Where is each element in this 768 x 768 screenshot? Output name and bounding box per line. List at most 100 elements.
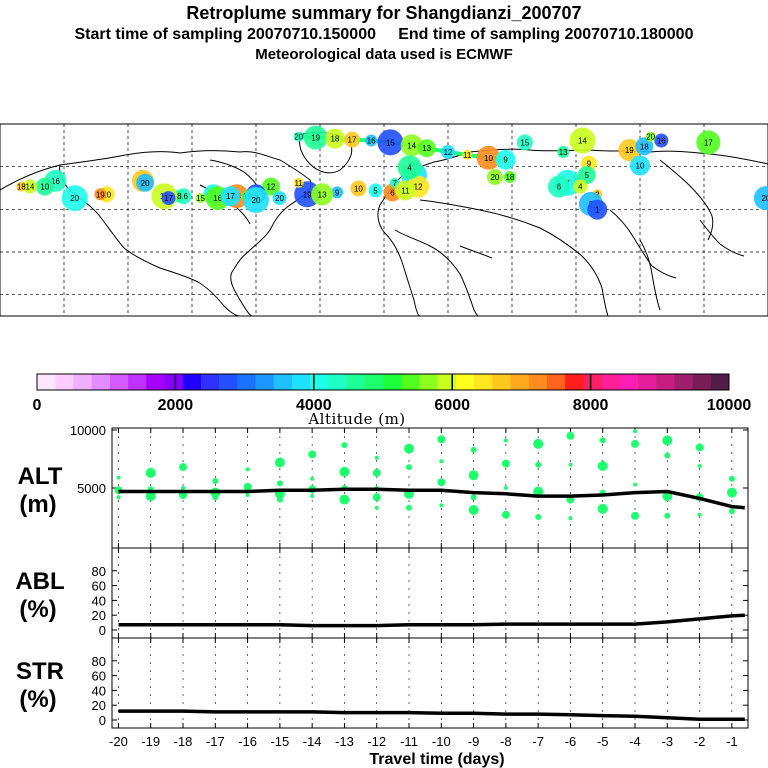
plume-day-label: 16 [213, 194, 222, 203]
plume-marker [587, 199, 608, 220]
altitude-point [243, 482, 252, 491]
colorbar-swatch [637, 374, 657, 390]
plume-day-label: 10 [484, 154, 493, 163]
y-tick-label: 80 [92, 654, 106, 669]
plume-day-label: 20 [102, 190, 111, 199]
plume-day-label: 12 [444, 148, 453, 157]
plume-day-label: 1 [595, 206, 600, 215]
str-label: STR [16, 658, 64, 685]
altitude-point [437, 435, 446, 444]
plume-day-label: 14 [25, 183, 34, 192]
colorbar-swatch [692, 374, 712, 390]
plume-day-label: 6 [557, 183, 562, 192]
plume-marker [516, 134, 533, 151]
plume-day-label: 19 [625, 146, 634, 155]
altitude-point [535, 461, 542, 468]
colorbar-swatch [182, 374, 202, 390]
x-tick-label: -10 [432, 734, 451, 749]
plume-day-label: 12 [266, 183, 275, 192]
colorbar-swatch [528, 374, 548, 390]
plume-day-label: 7 [392, 179, 397, 188]
altitude-point [179, 463, 187, 472]
colorbar-tick-label: 8000 [573, 397, 609, 414]
y-tick-label: 20 [92, 608, 106, 623]
met-data-note: Meteorological data used is ECMWF [255, 46, 513, 63]
plume-marker [645, 131, 656, 142]
plume-marker [61, 185, 88, 212]
colorbar-swatch [237, 374, 256, 390]
plume-day-label: 16 [367, 137, 376, 146]
plume-marker [344, 131, 360, 148]
altitude-point [468, 470, 479, 481]
y-tick-label: 10000 [70, 423, 106, 438]
plume-marker [377, 129, 404, 156]
plume-marker [476, 145, 501, 170]
colorbar-swatch [146, 374, 165, 390]
colorbar-tick-label: 10000 [707, 397, 752, 414]
altitude-point [566, 431, 575, 440]
x-tick-label: -7 [532, 734, 544, 749]
plume-marker [311, 183, 334, 206]
colorbar-axis-label: Altitude (m) [307, 410, 405, 428]
plume-marker [462, 149, 473, 160]
plume-marker [753, 186, 768, 211]
altitude-point [633, 482, 637, 487]
plume-day-label: 20 [252, 196, 261, 205]
x-tick-label: -17 [206, 734, 225, 749]
plume-day-label: 17 [348, 136, 357, 145]
x-tick-label: -5 [597, 734, 609, 749]
plume-day-label: 14 [578, 137, 587, 146]
plume-marker [557, 146, 570, 158]
x-tick-label: -6 [565, 734, 577, 749]
altitude-point [276, 480, 283, 487]
altitude-point [533, 438, 544, 449]
plume-marker [635, 137, 654, 156]
plume-day-label: 13 [559, 148, 568, 157]
colorbar-swatch [109, 374, 129, 390]
altitude-point [503, 486, 508, 490]
altitude-point [697, 512, 702, 517]
plume-marker [243, 187, 269, 213]
plume-marker [220, 186, 241, 207]
alt-frame [111, 427, 749, 549]
plume-day-label: 10 [40, 183, 49, 192]
colorbar-swatch [37, 374, 56, 390]
altitude-point [274, 457, 285, 468]
colorbar-swatch [455, 374, 475, 390]
plume-marker [324, 128, 345, 149]
plume-day-label: 18 [505, 173, 514, 182]
x-tick-label: -18 [174, 734, 193, 749]
plume-marker [486, 169, 503, 185]
plume-marker [577, 166, 596, 185]
colorbar-swatch [128, 374, 147, 390]
str-unit: (%) [19, 686, 56, 713]
plume-marker [696, 130, 721, 155]
altitude-point [633, 429, 637, 434]
plume-day-label: 20 [761, 194, 768, 203]
plume-day-label: 19 [96, 190, 105, 199]
y-tick-label: 40 [92, 683, 106, 698]
colorbar-swatch [510, 374, 529, 390]
x-tick-label: -1 [726, 734, 738, 749]
altitude-point [406, 504, 412, 511]
x-tick-label: -8 [500, 734, 512, 749]
plume-day-label: 20 [646, 133, 655, 142]
plume-day-label: 18 [17, 183, 26, 192]
plume-marker [654, 133, 669, 148]
plume-marker [400, 134, 423, 157]
plume-day-label: 18 [640, 142, 649, 151]
plume-day-label: 17 [704, 138, 713, 147]
colorbar-swatch [437, 374, 457, 390]
altitude-point [501, 459, 510, 468]
colorbar-swatch [619, 374, 639, 390]
abl-label: ABL [15, 568, 64, 595]
plume-day-label: 20 [70, 194, 79, 203]
x-tick-label: -20 [109, 734, 128, 749]
travel-time-axis: -20 -19 -18 -17 -16 -15 -14 -13 -12 -11 -10 -9 -8 -7 -… [109, 734, 738, 768]
plume-day-label: 17 [164, 194, 173, 203]
plume-day-label: 15 [520, 138, 529, 147]
x-tick-label: -16 [238, 734, 257, 749]
colorbar-swatch [310, 374, 329, 390]
